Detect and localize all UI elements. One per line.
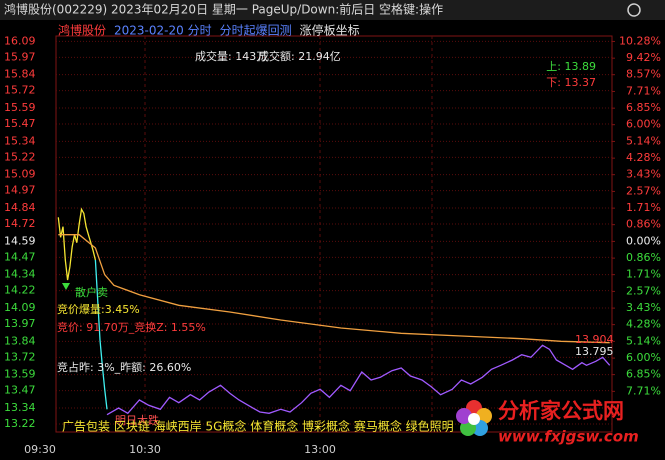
annotation: 竞价: 91.70万_竞换Z: 1.55%: [57, 320, 206, 334]
y2-tick-label: 9.42%: [626, 51, 661, 64]
time-label: 10:30: [129, 443, 161, 456]
y-tick-label: 14.34: [4, 268, 36, 281]
annotation: 13.904: [575, 333, 614, 346]
marks: [57, 207, 611, 416]
y2-tick-label: 4.28%: [626, 151, 661, 164]
y-tick-label: 15.34: [4, 134, 36, 147]
y2-tick-label: 4.28%: [626, 318, 661, 331]
y-tick-label: 15.59: [4, 101, 36, 114]
y2-tick-label: 2.57%: [626, 284, 661, 297]
title-bar: [0, 0, 665, 20]
watermark-title: 分析家公式网: [498, 399, 624, 423]
concept-list: 广告包装 区块链 海峡西岸 5G概念 体育概念 博彩概念 赛马概念 绿色照明: [62, 419, 454, 434]
header-text: 2023-02-20 分时: [114, 24, 212, 38]
y-tick-label: 14.72: [4, 217, 36, 230]
y-tick-label: 14.84: [4, 201, 36, 214]
header-text: 鸿博股份: [58, 23, 106, 38]
y-tick-label: 14.47: [4, 250, 36, 263]
price-line: [57, 207, 97, 281]
y2-tick-label: 1.71%: [626, 268, 661, 281]
y-tick-label: 13.59: [4, 368, 36, 381]
price-line: [94, 259, 108, 410]
watermark: 分析家公式网 www.fxjgsw.com: [456, 399, 639, 446]
y-tick-label: 14.22: [4, 284, 36, 297]
annotation: 下: 13.37: [546, 76, 596, 89]
y-tick-label: 15.09: [4, 168, 36, 181]
plot-frame: [55, 35, 613, 433]
y2-tick-label: 5.14%: [626, 134, 661, 147]
y-tick-label: 15.84: [4, 68, 36, 81]
y-tick-label: 13.34: [4, 401, 36, 414]
y2-tick-label: 7.71%: [626, 84, 661, 97]
price-line: [58, 234, 610, 344]
settings-icon[interactable]: [627, 3, 641, 17]
y-tick-label: 15.47: [4, 117, 36, 130]
y2-tick-label: 6.00%: [626, 118, 661, 131]
watermark-url: www.fxjgsw.com: [498, 428, 639, 446]
y2-tick-label: 8.57%: [626, 68, 661, 81]
y2-tick-label: 5.14%: [626, 334, 661, 347]
time-label: 13:00: [304, 443, 336, 456]
y2-tick-label: 6.00%: [626, 351, 661, 364]
y2-tick-label: 2.57%: [626, 184, 661, 197]
sell-arrow: [62, 283, 70, 290]
header-text: 涨停板坐标: [300, 23, 360, 38]
time-label: 09:30: [24, 443, 56, 456]
annotation: 上: 13.89: [546, 60, 596, 73]
y2-tick-label: 10.28%: [619, 34, 661, 47]
y-tick-label: 14.09: [4, 301, 36, 314]
header-text: 分时起爆回测: [220, 24, 292, 38]
grid: [56, 36, 615, 432]
y2-tick-label: 3.43%: [626, 301, 661, 314]
y2-tick-label: 7.71%: [626, 384, 661, 397]
y-tick-label: 13.72: [4, 350, 36, 363]
annotation: 竞价爆量:3.45%: [57, 302, 140, 316]
y-tick-label: 13.84: [4, 334, 36, 347]
annotation: 成交量: 143万: [195, 49, 267, 63]
y-tick-label: 14.97: [4, 184, 36, 197]
y2-tick-label: 0.00%: [626, 234, 661, 247]
y2-tick-label: 0.86%: [626, 218, 661, 231]
y2-tick-label: 3.43%: [626, 168, 661, 181]
labels: 鸿博股份 2023-02-20 分时 分时起爆回测 涨停板坐标 16.09 15.97 15…: [4, 23, 661, 457]
y-tick-label: 15.97: [4, 50, 36, 63]
y-tick-label: 16.09: [4, 34, 36, 47]
logo-icon: [456, 400, 492, 436]
y2-tick-label: 6.85%: [626, 368, 661, 381]
price-line: [106, 344, 611, 416]
annotation: 竞占昨: 3%_昨额: 26.60%: [57, 360, 191, 374]
annotation: 成交额: 21.94亿: [258, 49, 341, 63]
y2-tick-label: 0.86%: [626, 251, 661, 264]
y-tick-label: 13.22: [4, 417, 36, 430]
y-tick-label: 13.97: [4, 317, 36, 330]
y2-tick-label: 1.71%: [626, 201, 661, 214]
annotation: 13.795: [575, 345, 614, 358]
y-tick-label: 15.22: [4, 150, 36, 163]
annotation: 散户卖: [75, 285, 108, 299]
annotation: 明日大跌: [115, 413, 159, 427]
y2-tick-label: 6.85%: [626, 101, 661, 114]
window-title: 鸿博股份(002229) 2023年02月20日 星期一 PageUp/Down…: [4, 2, 443, 17]
y-tick-label: 14.59: [4, 234, 36, 247]
y-tick-label: 15.72: [4, 84, 36, 97]
y-tick-label: 13.47: [4, 384, 36, 397]
